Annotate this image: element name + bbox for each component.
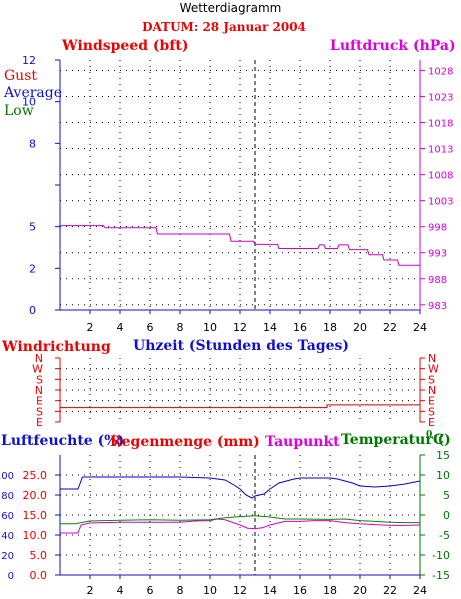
panel3-x-tick-label-18: 18	[323, 584, 337, 597]
panel1-left-tick-label-0: 0	[29, 304, 36, 317]
rain-tick-label-1: 5.0	[30, 549, 48, 562]
humidity-line	[60, 476, 421, 499]
panel1-right-tick-label-1028: 1028	[428, 66, 453, 77]
panel2-right-tick-label-4: S	[428, 373, 435, 386]
chart-title: Wetterdiagramm	[180, 1, 282, 15]
temperature-tick-label-0: -15	[432, 569, 450, 582]
legend-average: Average	[3, 85, 62, 101]
panel2-left-tick-label-2: E	[36, 395, 43, 408]
panel1-x-tick-label-4: 4	[117, 321, 124, 334]
wind-direction-line	[60, 404, 420, 409]
panel2-left-tick-label-0: E	[36, 416, 43, 429]
temperature-unit-label: C)	[433, 432, 451, 448]
rain-tick-label-5: 25.0	[23, 469, 48, 482]
panel3-x-tick-label-16: 16	[293, 584, 307, 597]
temperature-label: Temperatur (	[341, 432, 444, 448]
rain-tick-label-2: 10.0	[23, 529, 48, 542]
temperature-tick-label-4: 5	[443, 489, 450, 502]
temperature-degree-mark: 0	[426, 430, 432, 440]
panel2-right-tick-label-5: W	[428, 363, 439, 376]
panel3-x-tick-label-24: 24	[413, 584, 427, 597]
panel2-left-tick-label-6: N	[35, 352, 43, 365]
panel1-left-tick-label-8: 8	[29, 137, 36, 150]
panel1-x-tick-label-14: 14	[263, 321, 277, 334]
temperature-line	[60, 515, 420, 525]
panel2-left-tick-label-5: W	[32, 363, 43, 376]
panel1-x-tick-label-16: 16	[293, 321, 307, 334]
rain-label: Regenmenge (mm)	[110, 434, 260, 450]
panel1-x-tick-label-20: 20	[353, 321, 367, 334]
wind-direction-label: Windrichtung	[1, 339, 111, 355]
panel2-right-tick-label-6: N	[428, 352, 436, 365]
panel1-x-tick-label-10: 10	[203, 321, 217, 334]
humidity-tick-label-40: 40	[1, 531, 14, 542]
panel1-x-tick-label-12: 12	[233, 321, 247, 334]
legend-low: Low	[4, 103, 34, 119]
panel1-right-tick-label-988: 988	[428, 275, 447, 286]
humidity-tick-label-60: 60	[1, 511, 14, 522]
panel1-x-tick-label-22: 22	[383, 321, 397, 334]
pressure-line	[60, 225, 420, 266]
humidity-tick-label-0: 0	[8, 571, 14, 582]
panel2-right-tick-label-2: E	[428, 395, 435, 408]
rain-tick-label-4: 20.0	[23, 489, 48, 502]
panel3-x-tick-label-6: 6	[147, 584, 154, 597]
humidity-tick-label-80: 80	[1, 491, 14, 502]
panel1-right-tick-label-1013: 1013	[428, 145, 453, 156]
panel1-left-tick-label-5: 5	[29, 221, 36, 234]
panel1-right-tick-label-983: 983	[428, 301, 447, 312]
panel1-x-tick-label-2: 2	[87, 321, 94, 334]
panel1-x-tick-label-18: 18	[323, 321, 337, 334]
panel3-x-tick-label-20: 20	[353, 584, 367, 597]
panel1-left-tick-label-12: 12	[22, 54, 36, 67]
panel2-left-tick-label-1: S	[36, 405, 43, 418]
humidity-tick-label-20: 20	[1, 551, 14, 562]
humidity-tick-label-100: 100	[0, 471, 14, 482]
temperature-tick-label-1: -10	[432, 549, 450, 562]
panel1-right-tick-label-993: 993	[428, 249, 447, 260]
dewpoint-label: Taupunkt	[265, 434, 340, 450]
panel1-right-tick-label-1008: 1008	[428, 171, 453, 182]
panel3-x-tick-label-22: 22	[383, 584, 397, 597]
panel1-right-tick-label-1018: 1018	[428, 119, 453, 130]
rain-tick-label-3: 15.0	[23, 509, 48, 522]
panel2-left-tick-label-3: N	[35, 384, 43, 397]
temperature-tick-label-5: 10	[436, 469, 450, 482]
panel3-x-tick-label-14: 14	[263, 584, 277, 597]
pressure-axis-label: Luftdruck (hPa)	[330, 38, 456, 54]
panel3-x-tick-label-10: 10	[203, 584, 217, 597]
panel2-left-tick-label-4: S	[36, 373, 43, 386]
panel2-right-tick-label-3: N	[428, 384, 436, 397]
time-axis-label: Uhzeit (Stunden des Tages)	[133, 338, 349, 354]
panel1-left-tick-label-10: 10	[22, 96, 36, 109]
humidity-label: Luftfeuchte (%)	[1, 433, 124, 449]
panel1-x-tick-label-24: 24	[413, 321, 427, 334]
panel3-x-tick-label-8: 8	[177, 584, 184, 597]
temperature-tick-label-2: -5	[439, 529, 450, 542]
dewpoint-line	[60, 518, 421, 534]
panel3-x-tick-label-2: 2	[87, 584, 94, 597]
panel1-right-tick-label-1003: 1003	[428, 197, 453, 208]
panel1-right-tick-label-998: 998	[428, 223, 447, 234]
panel2-right-tick-label-1: S	[428, 405, 435, 418]
temperature-tick-label-6: 15	[436, 449, 450, 462]
temperature-tick-label-3: 0	[443, 509, 450, 522]
panel3-x-tick-label-4: 4	[117, 584, 124, 597]
panel3-x-tick-label-12: 12	[233, 584, 247, 597]
panel1-x-tick-label-6: 6	[147, 321, 154, 334]
legend-gust: Gust	[4, 68, 37, 84]
panel1-x-tick-label-8: 8	[177, 321, 184, 334]
chart-subtitle: DATUM: 28 Januar 2004	[142, 20, 306, 34]
rain-tick-label-0: 0.0	[30, 569, 48, 582]
panel1-right-tick-label-1023: 1023	[428, 92, 453, 103]
panel2-right-tick-label-0: E	[428, 416, 435, 429]
wind-axis-label: Windspeed (bft)	[61, 38, 188, 54]
panel1-left-tick-label-2: 2	[29, 262, 36, 275]
